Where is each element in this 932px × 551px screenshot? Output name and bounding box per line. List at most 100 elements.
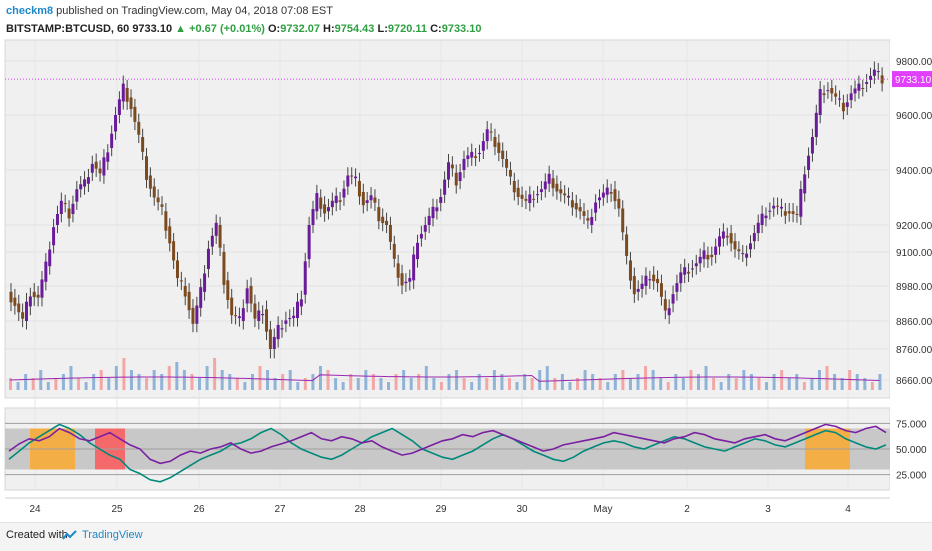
volume-bar bbox=[568, 382, 572, 390]
candle-body bbox=[536, 194, 540, 196]
candle-body bbox=[110, 133, 114, 148]
volume-bar bbox=[545, 366, 549, 390]
candle-body bbox=[303, 261, 307, 295]
volume-bar bbox=[802, 382, 806, 390]
candle-body bbox=[412, 254, 416, 281]
candle-body bbox=[373, 197, 377, 203]
volume-bar bbox=[46, 382, 50, 390]
candle-body bbox=[628, 260, 632, 281]
time-tick-label: 3 bbox=[765, 504, 771, 515]
candle-body bbox=[392, 243, 396, 259]
candle-body bbox=[555, 183, 559, 192]
candle-body bbox=[408, 278, 412, 282]
candle-body bbox=[818, 89, 822, 115]
volume-bar bbox=[152, 370, 156, 390]
volume-bar bbox=[190, 374, 194, 390]
candle-body bbox=[683, 267, 687, 275]
volume-bar bbox=[485, 378, 489, 390]
candle-body bbox=[725, 235, 729, 238]
candle-body bbox=[357, 181, 361, 197]
volume-bar bbox=[54, 378, 58, 390]
candle-body bbox=[121, 83, 125, 102]
candle-body bbox=[55, 214, 59, 225]
candle-body bbox=[191, 307, 195, 324]
candle-body bbox=[419, 233, 423, 239]
candle-body bbox=[690, 268, 694, 270]
tradingview-brand[interactable]: TradingView bbox=[82, 529, 143, 541]
candle-body bbox=[148, 175, 152, 189]
candle-body bbox=[547, 173, 551, 184]
candle-body bbox=[276, 324, 280, 340]
author-name[interactable]: checkm8 bbox=[6, 5, 54, 17]
candle-body bbox=[578, 207, 582, 212]
volume-bar bbox=[129, 370, 133, 390]
time-tick-label: 29 bbox=[435, 504, 447, 515]
candle-body bbox=[636, 288, 640, 292]
candle-body bbox=[257, 310, 261, 321]
candle-body bbox=[67, 208, 71, 219]
candle-body bbox=[17, 303, 21, 313]
footer: Created with TradingView bbox=[0, 522, 932, 551]
candle-body bbox=[857, 83, 861, 91]
candle-body bbox=[311, 209, 315, 225]
candle-body bbox=[582, 211, 586, 216]
candle-body bbox=[656, 278, 660, 284]
candle-body bbox=[388, 225, 392, 242]
candle-body bbox=[706, 254, 710, 260]
rsi-tick-label: 25.000 bbox=[896, 471, 927, 482]
candle-body bbox=[505, 159, 509, 168]
candle-body bbox=[450, 164, 454, 169]
rsi-tick-label: 75.000 bbox=[896, 419, 927, 430]
candle-body bbox=[36, 294, 40, 298]
candle-body bbox=[245, 288, 249, 304]
created-with-label: Created with bbox=[6, 529, 68, 541]
volume-bar bbox=[394, 374, 398, 390]
candle-body bbox=[508, 170, 512, 177]
candle-body bbox=[559, 189, 563, 194]
volume-bar bbox=[538, 370, 542, 390]
candle-body bbox=[675, 283, 679, 292]
volume-bar bbox=[878, 374, 882, 390]
candle-body bbox=[160, 204, 164, 207]
candle-body bbox=[203, 273, 207, 292]
time-tick-label: 30 bbox=[516, 504, 528, 515]
candle-body bbox=[32, 291, 36, 298]
candle-body bbox=[241, 308, 245, 321]
candle-body bbox=[567, 195, 571, 198]
candle-body bbox=[280, 328, 284, 330]
rsi-tick-label: 50.000 bbox=[896, 445, 927, 456]
candle-body bbox=[516, 187, 520, 197]
tradingview-logo-icon[interactable] bbox=[62, 529, 78, 541]
volume-bar bbox=[651, 370, 655, 390]
candle-body bbox=[172, 241, 176, 261]
price-tick-label: 9100.00 bbox=[896, 248, 932, 259]
candle-body bbox=[768, 210, 772, 212]
volume-bar bbox=[303, 378, 307, 390]
volume-bar bbox=[235, 378, 239, 390]
candle-body bbox=[307, 225, 311, 260]
candle-body bbox=[458, 172, 462, 181]
candle-body bbox=[795, 214, 799, 215]
volume-bar bbox=[24, 374, 28, 390]
candle-body bbox=[822, 93, 826, 96]
candle-body bbox=[342, 188, 346, 198]
rsi-line-purple bbox=[8, 423, 887, 465]
candle-body bbox=[872, 69, 876, 76]
candle-body bbox=[265, 309, 269, 332]
volume-bar bbox=[99, 370, 103, 390]
volume-bar bbox=[621, 370, 625, 390]
candle-body bbox=[86, 177, 90, 184]
candle-body bbox=[83, 179, 87, 187]
volume-bar bbox=[772, 374, 776, 390]
volume-bar bbox=[795, 374, 799, 390]
chart-canvas[interactable]: 8660.00 8760.00 8860.00 8980.00 9100.00 9200.… bbox=[0, 0, 932, 522]
volume-bar bbox=[515, 382, 519, 390]
close-label: C: bbox=[430, 23, 442, 35]
volume-bar bbox=[273, 378, 277, 390]
price-axis-bg bbox=[890, 40, 932, 498]
volume-bar bbox=[863, 378, 867, 390]
candle-body bbox=[435, 207, 439, 212]
volume-bar bbox=[787, 378, 791, 390]
candle-body bbox=[214, 222, 218, 236]
volume-bar bbox=[606, 382, 610, 390]
